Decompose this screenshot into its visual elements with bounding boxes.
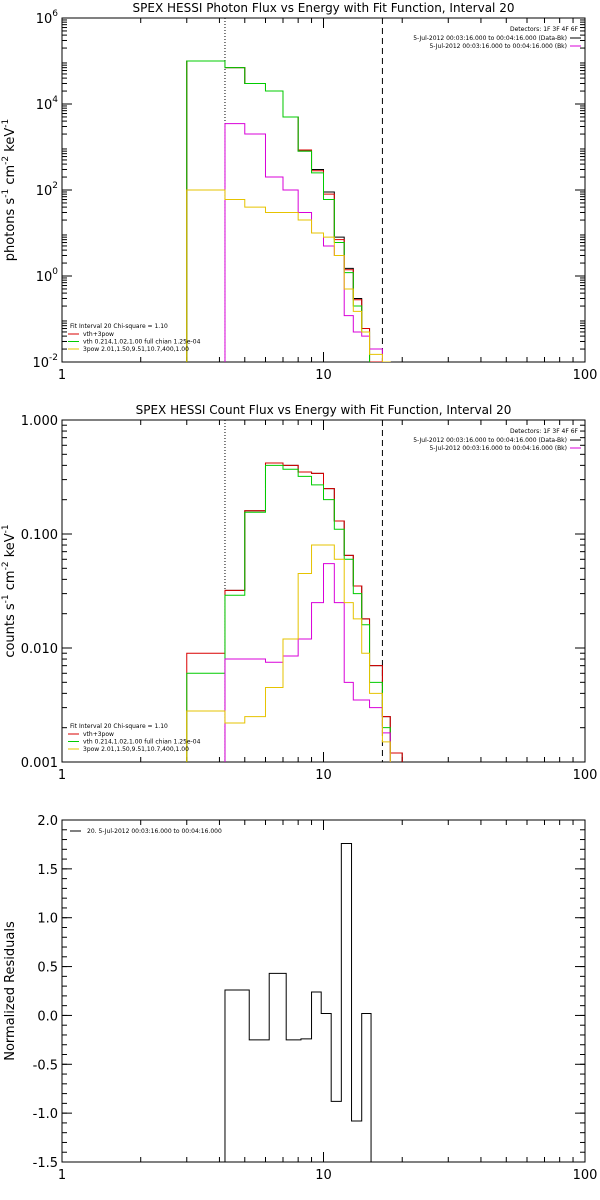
fit-summary-header: Fit Interval 20 Chi-square = 1.10: [70, 723, 168, 730]
y-tick-base: 10: [32, 356, 49, 371]
series-step-line: [186, 464, 391, 762]
y-tick-label: 1.5: [37, 863, 58, 878]
fit-legend-text: vth 0.214,1.02,1.00 full chian 1.25e-04: [83, 339, 201, 346]
series-1: [186, 462, 403, 762]
fit-legend-text: vth+3pow: [83, 331, 114, 338]
y-tick-label: 0.5: [37, 961, 58, 976]
x-tick-label: 100: [573, 1168, 598, 1183]
y-axis-label-part: -2: [1, 156, 11, 165]
y-axis-label-part: photons s: [3, 198, 18, 262]
y-tick-base: 10: [36, 12, 53, 27]
chart-title: SPEX HESSI Count Flux vs Energy with Fit…: [136, 403, 512, 417]
x-tick-label: 100: [573, 368, 598, 383]
y-axis-label: photons s-1 cm-2 keV-1: [1, 119, 18, 261]
series-step-line: [186, 60, 383, 362]
y-tick-base: 10: [36, 98, 53, 113]
y-axis-label-part: counts s: [3, 603, 18, 658]
series-step-line: [186, 189, 391, 362]
y-tick-label: 0.001: [21, 756, 58, 771]
detectors-label: Detectors: 1F 3F 4F 6F: [510, 428, 579, 435]
series-3: [224, 123, 383, 362]
y-tick-exp: 4: [52, 95, 58, 105]
y-axis-label-part: keV: [3, 533, 18, 561]
series-step-line: [224, 123, 383, 362]
y-axis-label-part: -2: [1, 561, 11, 570]
series-4: [186, 544, 391, 762]
data-layer: [224, 842, 383, 1162]
x-tick-label: 1: [58, 368, 66, 383]
y-axis-label-part: cm: [3, 165, 18, 189]
series-3: [224, 563, 391, 762]
y-tick-label: 106: [36, 9, 59, 27]
y-tick-label: 10-2: [32, 353, 58, 371]
y-axis-label-part: -1: [1, 524, 11, 533]
y-tick-label: 0.0: [37, 1009, 58, 1024]
chart-panel-3: 1 10 100 2.0 1.5 1.0 0.5 0.0 -0.5 -1.0 -1.5 Normali…: [3, 814, 597, 1183]
series-step-line: [224, 842, 383, 1162]
x-tick-label: 100: [573, 768, 598, 783]
y-axis-label: counts s-1 cm-2 keV-1: [1, 524, 18, 657]
interval-legend-text: 5-Jul-2012 00:03:16.000 to 00:04:16.000 …: [429, 445, 567, 452]
y-tick-label: 0.100: [21, 528, 58, 543]
y-tick-label: 104: [36, 95, 59, 113]
residual-legend-text: 20. 5-Jul-2012 00:03:16.000 to 00:04:16.…: [87, 828, 222, 835]
detectors-label: Detectors: 1F 3F 4F 6F: [510, 26, 579, 33]
series-0: [224, 462, 403, 762]
y-tick-label: 1.000: [21, 414, 58, 429]
y-tick-exp: 2: [52, 181, 58, 191]
y-tick-label: -1.5: [33, 1156, 58, 1171]
series-step-line: [186, 544, 391, 762]
y-tick-label: 102: [36, 181, 58, 199]
y-tick-label: 100: [36, 267, 59, 285]
plot-frame: [61, 819, 586, 1163]
x-tick-label: 1: [58, 1168, 66, 1183]
chart-panel-1: SPEX HESSI Photon Flux vs Energy with Fi…: [1, 1, 597, 383]
y-tick-label: 1.0: [37, 912, 58, 927]
y-tick-label: 0.010: [21, 642, 58, 657]
y-tick-label: 2.0: [37, 814, 58, 829]
y-tick-label: -0.5: [33, 1058, 58, 1073]
series-4: [186, 189, 391, 362]
fit-legend-text: vth+3pow: [83, 731, 114, 738]
series-1: [186, 60, 383, 362]
series-0: [224, 842, 383, 1162]
fit-summary-header: Fit Interval 20 Chi-square = 1.10: [70, 323, 168, 330]
interval-legend-text: 5-Jul-2012 00:03:16.000 to 00:04:16.000 …: [413, 35, 567, 42]
x-tick-label: 10: [315, 368, 332, 383]
y-tick-exp: 6: [52, 9, 58, 19]
x-tick-label: 1: [58, 768, 66, 783]
interval-legend-text: 5-Jul-2012 00:03:16.000 to 00:04:16.000 …: [413, 437, 567, 444]
y-tick-base: 10: [36, 184, 53, 199]
interval-legend-text: 5-Jul-2012 00:03:16.000 to 00:04:16.000 …: [429, 43, 567, 50]
fit-legend-text: vth 0.214,1.02,1.00 full chian 1.25e-04: [83, 739, 201, 746]
y-axis-label: Normalized Residuals: [3, 921, 18, 1061]
series-2: [186, 464, 391, 762]
chart-panel-2: SPEX HESSI Count Flux vs Energy with Fit…: [1, 403, 597, 783]
x-tick-label: 10: [315, 1168, 332, 1183]
fit-legend-text: 3pow 2.01,1.50,9.51,10.7,400,1.00: [83, 746, 189, 753]
y-axis-label-part: -1: [1, 119, 11, 128]
fit-legend-text: 3pow 2.01,1.50,9.51,10.7,400,1.00: [83, 346, 189, 353]
series-step-line: [224, 462, 403, 762]
y-axis-label-part: cm: [3, 570, 18, 594]
series-step-line: [186, 462, 403, 762]
y-tick-exp: -2: [49, 353, 58, 363]
y-tick-base: 10: [36, 270, 53, 285]
y-axis-label-part: -1: [1, 189, 11, 198]
data-layer: [186, 18, 391, 362]
chart-title: SPEX HESSI Photon Flux vs Energy with Fi…: [133, 1, 515, 15]
series-step-line: [224, 563, 391, 762]
y-axis-label-part: keV: [3, 128, 18, 156]
y-tick-exp: 0: [52, 267, 58, 277]
data-layer: [186, 420, 403, 762]
y-tick-label: -1.0: [33, 1107, 58, 1122]
y-axis-label-part: -1: [1, 594, 11, 603]
x-tick-label: 10: [315, 768, 332, 783]
